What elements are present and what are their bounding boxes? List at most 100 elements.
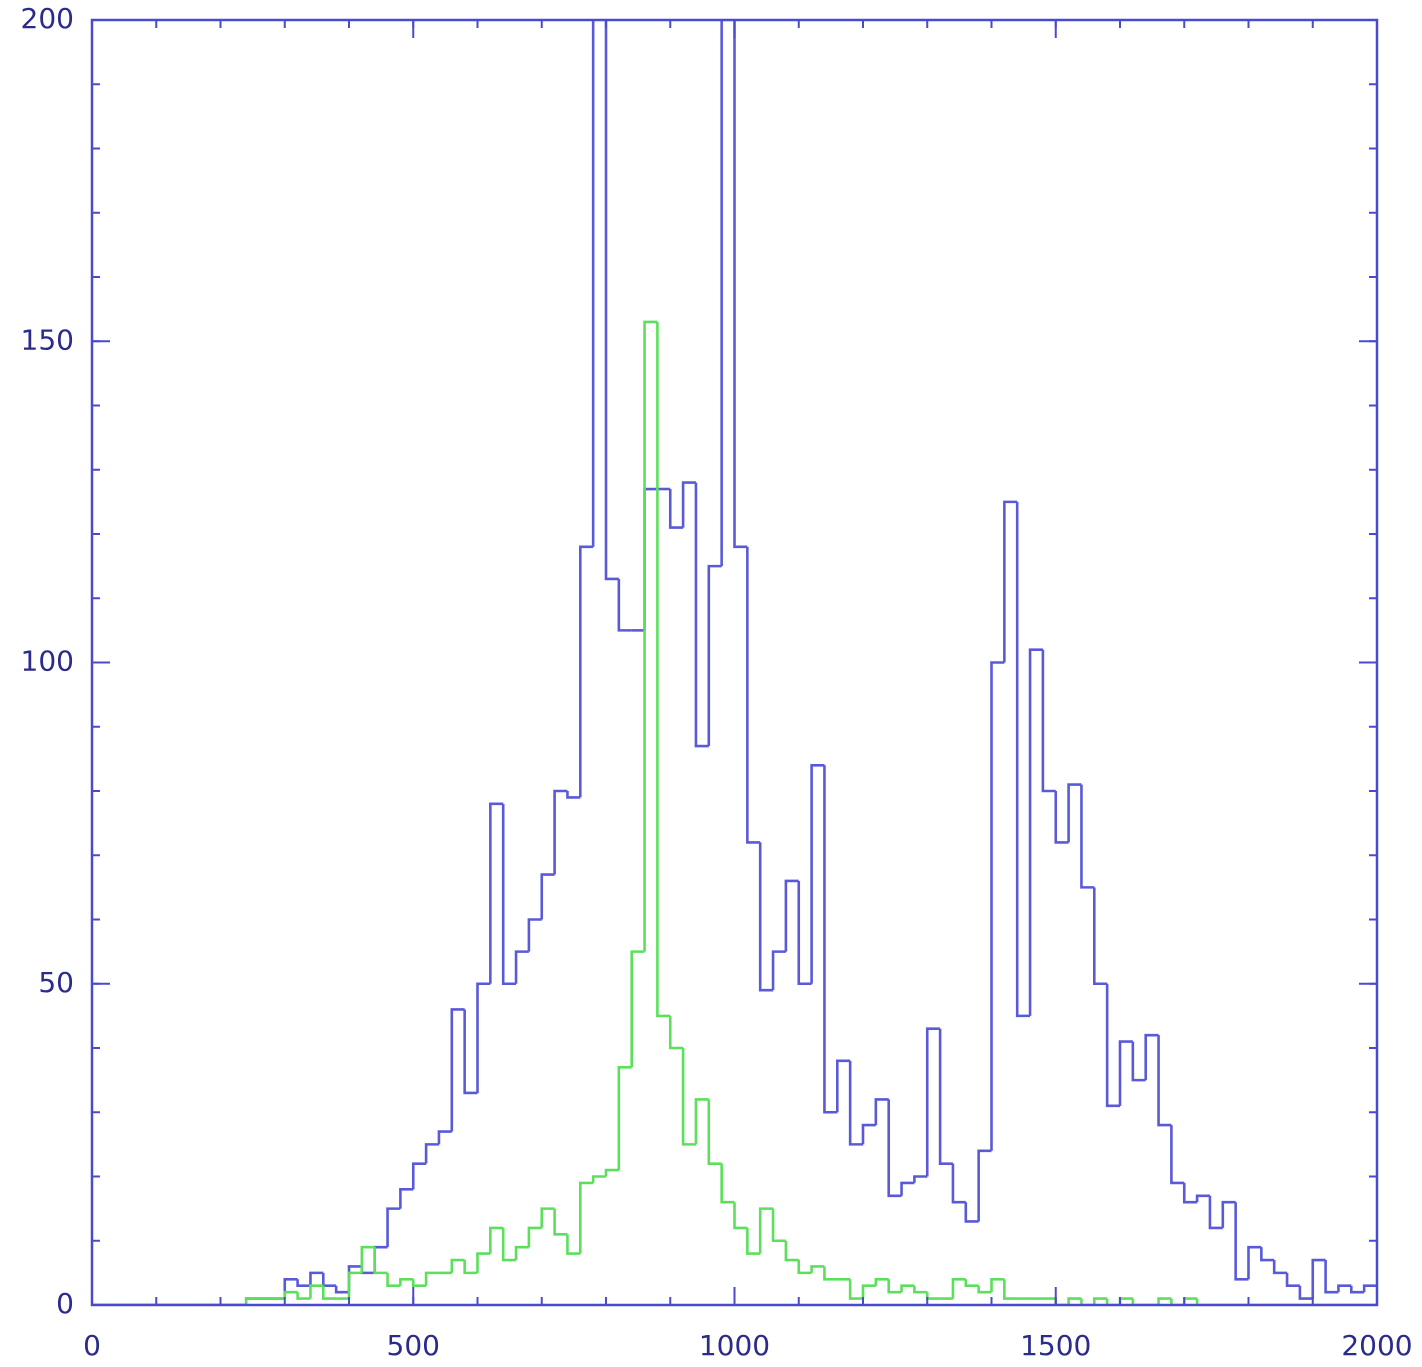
histogram-step [386, 1272, 401, 1288]
histogram-step [1324, 1260, 1339, 1294]
histogram-step [283, 1290, 298, 1299]
x-tick-label: 2000 [1341, 1329, 1412, 1362]
histogram-step [1105, 983, 1120, 1108]
histogram-step [540, 1207, 555, 1228]
histogram-step [913, 1175, 928, 1183]
histogram-step [386, 1207, 401, 1248]
histogram-step [309, 1271, 324, 1286]
y-tick-label: 0 [56, 1287, 74, 1320]
histogram-step [668, 489, 684, 529]
histogram-step [411, 1162, 427, 1190]
x-tick-label: 1500 [1020, 1329, 1091, 1362]
histogram-step [746, 546, 761, 844]
histogram-step [1067, 1297, 1082, 1305]
histogram-step [309, 1284, 324, 1299]
histogram-step [900, 1181, 915, 1196]
histogram-step [694, 1098, 709, 1145]
histogram-step [720, 20, 723, 567]
x-tick-label: 0 [83, 1329, 101, 1362]
histogram-step [1093, 887, 1108, 986]
y-tick-label: 50 [38, 966, 74, 999]
histogram-step [681, 481, 696, 528]
histogram-step [489, 802, 504, 984]
y-tick-label: 200 [21, 2, 74, 35]
histogram-step [823, 1266, 838, 1281]
histogram-step [951, 1278, 966, 1299]
histogram-step [1003, 500, 1018, 663]
histogram-step [630, 950, 645, 1068]
histogram-step [1311, 1258, 1326, 1299]
histogram-step [411, 1279, 427, 1288]
histogram-step [1337, 1284, 1352, 1293]
histogram-step [810, 1265, 825, 1273]
histogram-step [476, 1252, 491, 1273]
histogram-step [501, 803, 517, 986]
histogram-step [977, 1149, 992, 1222]
histogram-step [1080, 1298, 1095, 1305]
histogram-step [514, 950, 529, 984]
histogram-step [1272, 1260, 1288, 1275]
histogram-step [643, 320, 658, 952]
histogram-step [784, 1240, 799, 1262]
histogram-step [322, 1285, 337, 1300]
histogram-step [566, 791, 581, 799]
histogram-step [373, 1245, 388, 1273]
y-tick-label: 100 [21, 645, 74, 678]
histogram-step [656, 321, 671, 1018]
histogram-step [579, 545, 594, 798]
histogram-step [694, 482, 709, 748]
histogram-step [347, 1265, 362, 1293]
histogram-step [733, 1202, 748, 1230]
histogram-step [1105, 1298, 1120, 1305]
y-tick-label: 150 [21, 323, 74, 356]
histogram-step [450, 1008, 465, 1132]
histogram-step [476, 982, 491, 1093]
histogram-step [334, 1285, 349, 1294]
histogram-step [1157, 1035, 1172, 1127]
histogram-step [720, 1163, 735, 1204]
histogram-step [861, 1123, 876, 1145]
histogram-step [810, 764, 825, 984]
histogram-step [925, 1292, 941, 1300]
histogram-step [874, 1278, 889, 1286]
histogram-step [244, 1297, 260, 1305]
histogram-step [1028, 648, 1043, 1016]
histogram-step [604, 1168, 619, 1177]
histogram-step [463, 1260, 478, 1275]
histogram-step [758, 842, 774, 992]
histogram-step [707, 564, 722, 747]
histogram-step [938, 1028, 953, 1165]
histogram-step [1041, 649, 1056, 793]
histogram-step [668, 1015, 684, 1050]
histogram-step [951, 1163, 966, 1204]
histogram-step [771, 950, 786, 991]
histogram-step [579, 1181, 594, 1254]
histogram-step [964, 1202, 979, 1223]
histogram-step [848, 1279, 863, 1300]
histogram-step [1118, 1040, 1133, 1106]
histogram-step [797, 880, 812, 986]
histogram-step [373, 1247, 388, 1275]
histogram-step [643, 487, 658, 631]
histogram-step [322, 1272, 337, 1288]
histogram-step [1131, 1041, 1146, 1082]
histogram-step [360, 1266, 375, 1275]
histogram-step [591, 20, 595, 547]
histogram-step [501, 1227, 517, 1262]
histogram-step [1054, 791, 1069, 844]
histogram-step [977, 1285, 992, 1294]
histogram-step [283, 1278, 298, 1299]
histogram-step [399, 1188, 414, 1209]
histogram-step [1182, 1182, 1198, 1204]
histogram-step [887, 1279, 902, 1294]
histogram-step [733, 20, 748, 549]
histogram-step [925, 1027, 941, 1177]
histogram-step [347, 1271, 362, 1299]
histogram-step [1015, 501, 1031, 1018]
histogram-step [990, 661, 1005, 1151]
histogram-step [553, 1208, 568, 1236]
histogram-step [1067, 783, 1082, 843]
histogram-step [707, 1099, 722, 1165]
